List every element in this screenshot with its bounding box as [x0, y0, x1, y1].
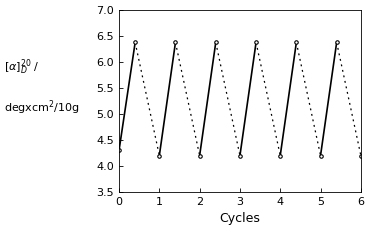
Text: $[\alpha]^{20}_{D}$ /: $[\alpha]^{20}_{D}$ / [4, 57, 39, 77]
Text: degxcm$^2$/10g: degxcm$^2$/10g [4, 99, 80, 117]
X-axis label: Cycles: Cycles [219, 212, 260, 225]
